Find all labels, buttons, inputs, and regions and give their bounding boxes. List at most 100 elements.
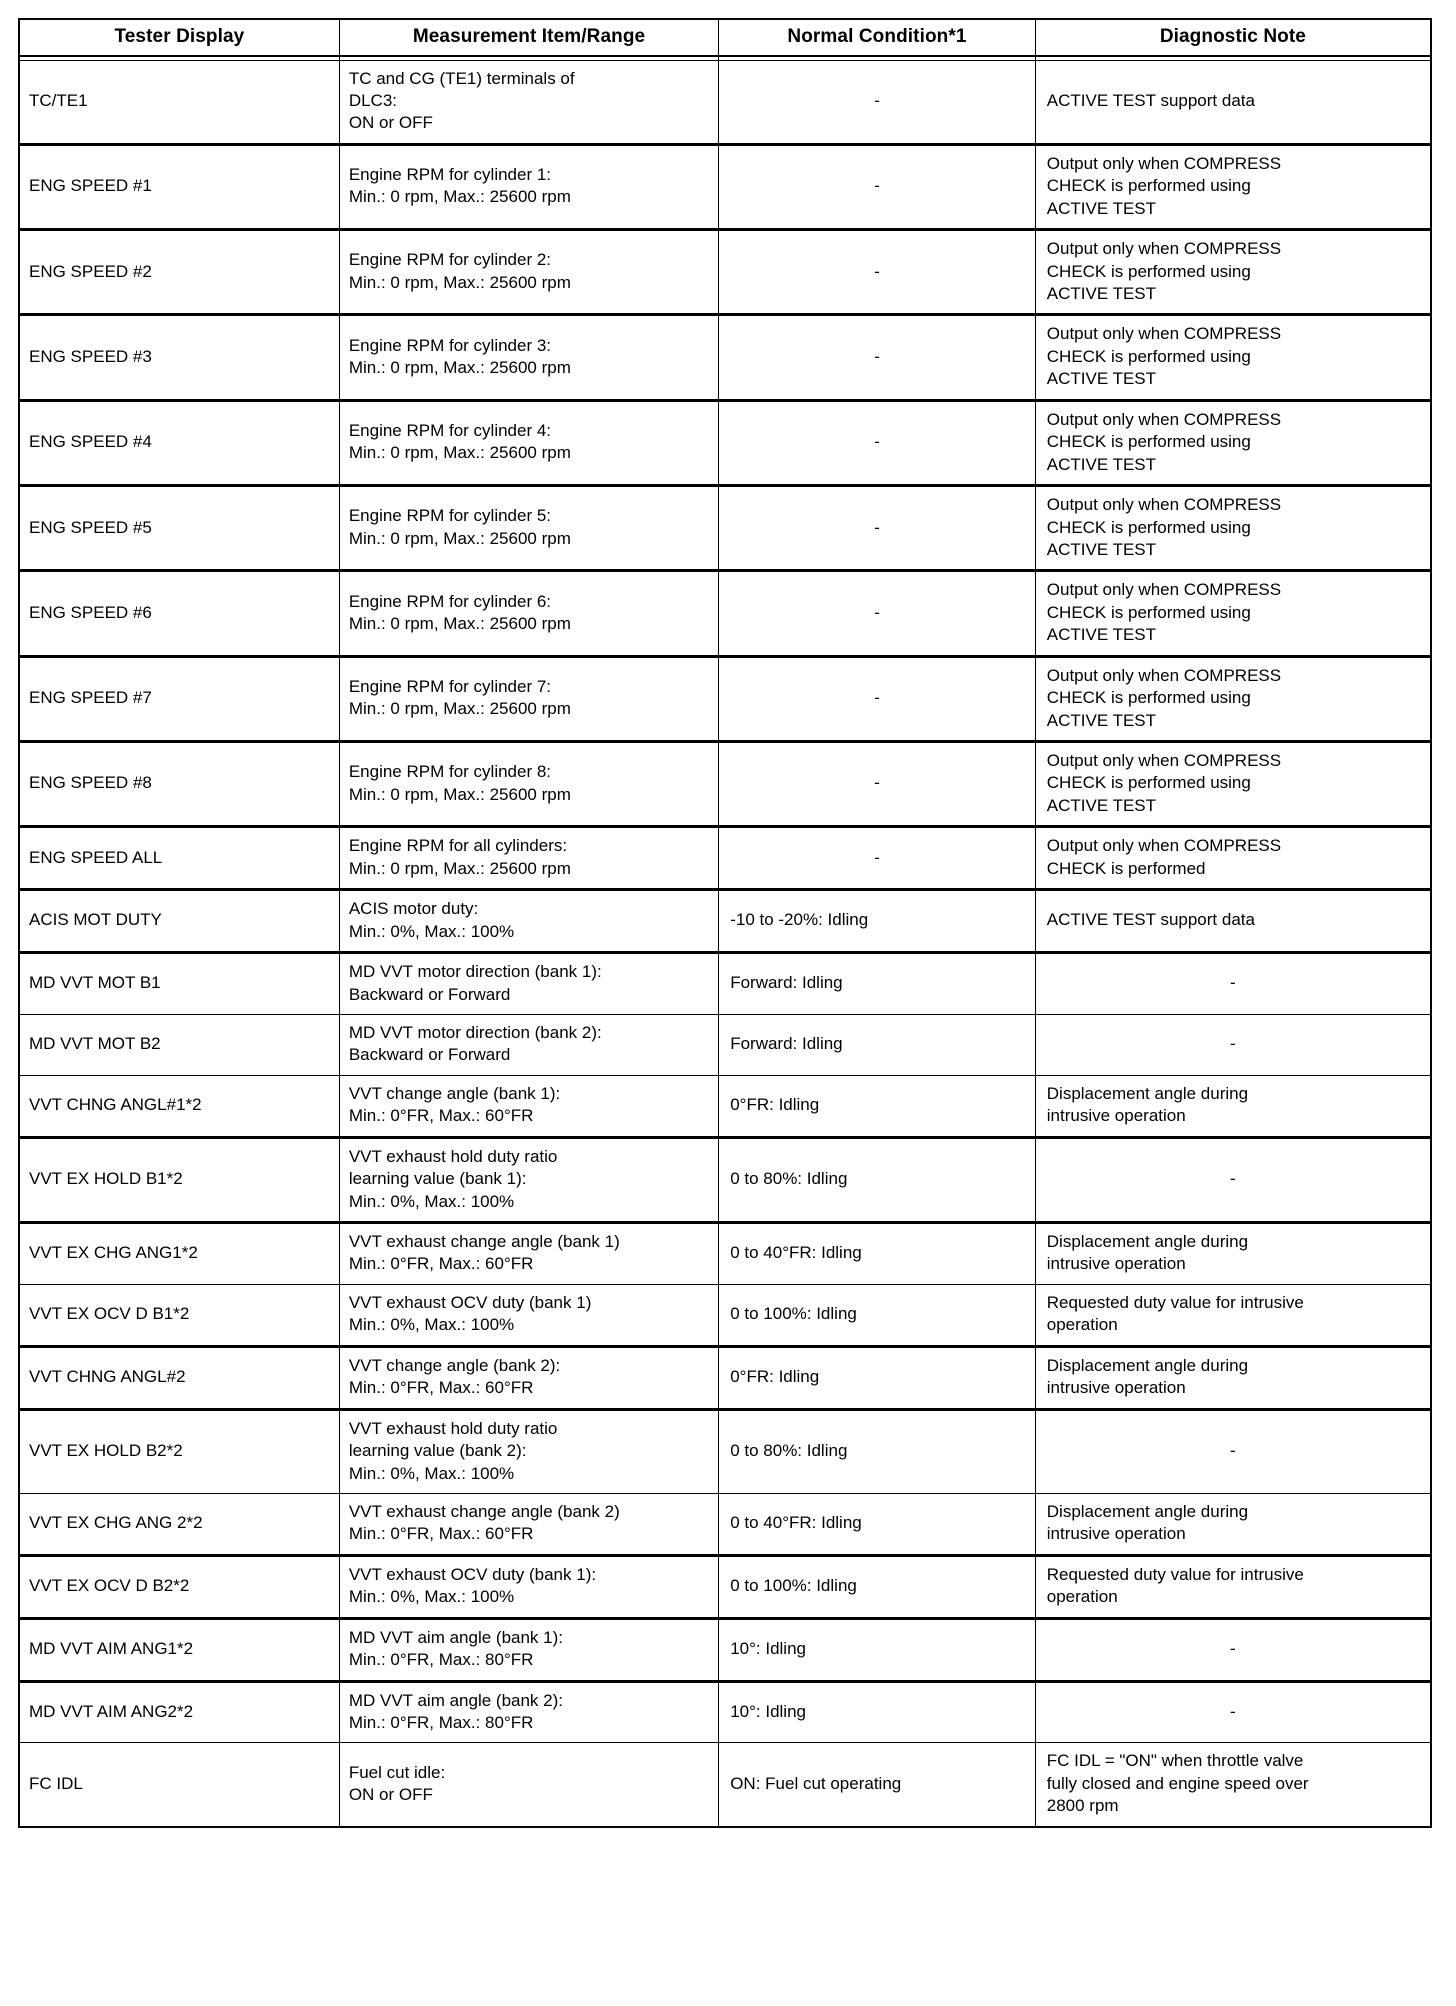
cell-tester-display: ENG SPEED ALL <box>18 825 340 890</box>
cell-tester-display: VVT EX OCV D B1*2 <box>18 1283 340 1347</box>
table-row: MD VVT AIM ANG1*2 MD VVT aim angle (bank … <box>18 1616 1432 1682</box>
cell-normal-condition: 10°: Idling <box>718 1616 1036 1682</box>
cell-diagnostic-note-line: CHECK is performed using <box>1046 688 1251 708</box>
tester-display-value: VVT CHNG ANGL#1*2 <box>29 1095 202 1115</box>
cell-diagnostic-note: - <box>1034 1135 1432 1223</box>
cell-normal-condition: 0 to 80%: Idling <box>718 1407 1036 1494</box>
cell-diagnostic-note: Displacement angle during intrusive opera… <box>1034 1074 1432 1138</box>
cell-diagnostic-note-line: operation <box>1046 1587 1118 1607</box>
cell-diagnostic-note-line: fully closed and engine speed over <box>1046 1773 1309 1793</box>
cell-measurement-item-range-line: VVT exhaust hold duty ratio <box>348 1146 558 1166</box>
cell-diagnostic-note-line: Displacement angle during <box>1046 1501 1249 1521</box>
cell-measurement-item-range-line: Min.: 0%, Max.: 100% <box>348 1315 515 1335</box>
tester-display-value: VVT EX HOLD B2*2 <box>29 1441 183 1461</box>
table-row: MD VVT AIM ANG2*2 MD VVT aim angle (bank … <box>18 1679 1432 1743</box>
cell-measurement-item-range: MD VVT aim angle (bank 2): Min.: 0°FR, Ma… <box>338 1679 720 1743</box>
cell-diagnostic-note-line: Displacement angle during <box>1046 1355 1249 1375</box>
cell-diagnostic-note-line: intrusive operation <box>1046 1254 1186 1274</box>
table-body: TC/TE1 TC and CG (TE1) terminals of DLC3: O… <box>18 60 1432 1827</box>
tester-display-value: VVT EX OCV D B2*2 <box>29 1576 190 1596</box>
table-row: MD VVT MOT B1 MD VVT motor direction (ban… <box>18 951 1432 1015</box>
cell-normal-condition: 0°FR: Idling <box>718 1344 1036 1410</box>
cell-normal-condition: - <box>718 825 1036 890</box>
cell-measurement-item-range-line: Min.: 0 rpm, Max.: 25600 rpm <box>348 699 571 719</box>
cell-measurement-item-range-line: VVT change angle (bank 1): <box>348 1083 561 1103</box>
tester-display-value: TC/TE1 <box>29 90 88 110</box>
cell-measurement-item-range: MD VVT motor direction (bank 1): Backward… <box>338 951 720 1015</box>
cell-diagnostic-note: Output only when COMPRESS CHECK is perfor… <box>1034 569 1432 657</box>
cell-measurement-item-range-line: ON or OFF <box>348 113 433 133</box>
cell-measurement-item-range: Engine RPM for cylinder 3: Min.: 0 rpm, M… <box>338 313 720 401</box>
cell-diagnostic-note: Output only when COMPRESS CHECK is perfor… <box>1034 484 1432 571</box>
cell-normal-condition-line: 0 to 100%: Idling <box>730 1304 857 1324</box>
cell-measurement-item-range-line: MD VVT aim angle (bank 2): <box>348 1690 563 1710</box>
cell-diagnostic-note-line: ACTIVE TEST <box>1046 625 1157 645</box>
cell-measurement-item-range: VVT exhaust hold duty ratio learning valu… <box>338 1407 720 1494</box>
tester-display-value: ENG SPEED #2 <box>29 261 152 281</box>
cell-diagnostic-note: Displacement angle during intrusive opera… <box>1034 1221 1432 1285</box>
table-row: ENG SPEED #3 Engine RPM for cylinder 3: Mi… <box>18 313 1432 401</box>
table-header: Tester Display Measurement Item/Range No… <box>18 18 1432 61</box>
cell-measurement-item-range-line: Engine RPM for cylinder 5: <box>348 506 552 526</box>
cell-tester-display: MD VVT MOT B1 <box>18 951 340 1015</box>
cell-normal-condition-line: 0 to 100%: Idling <box>730 1576 857 1596</box>
cell-tester-display: VVT EX HOLD B2*2 <box>18 1407 340 1494</box>
cell-diagnostic-note-line: Displacement angle during <box>1046 1083 1249 1103</box>
tester-display-value: ACIS MOT DUTY <box>29 910 162 930</box>
cell-diagnostic-note-line: CHECK is performed using <box>1046 602 1251 622</box>
cell-measurement-item-range: Engine RPM for cylinder 1: Min.: 0 rpm, M… <box>338 142 720 230</box>
cell-measurement-item-range-line: Min.: 0°FR, Max.: 60°FR <box>348 1254 534 1274</box>
cell-diagnostic-note: FC IDL = "ON" when throttle valve fully c… <box>1034 1742 1432 1827</box>
cell-normal-condition: -10 to -20%: Idling <box>718 888 1036 953</box>
cell-diagnostic-note-line: CHECK is performed using <box>1046 346 1251 366</box>
table-row: FC IDL Fuel cut idle: ON or OFF ON: Fuel cu… <box>18 1742 1432 1827</box>
cell-normal-condition: 0 to 40°FR: Idling <box>718 1492 1036 1556</box>
cell-measurement-item-range: Engine RPM for cylinder 6: Min.: 0 rpm, M… <box>338 569 720 657</box>
table-row: ENG SPEED #2 Engine RPM for cylinder 2: Mi… <box>18 228 1432 315</box>
cell-diagnostic-note-line: Output only when COMPRESS <box>1046 580 1282 600</box>
tester-display-value: VVT EX CHG ANG1*2 <box>29 1243 198 1263</box>
cell-normal-condition: 0 to 40°FR: Idling <box>718 1221 1036 1285</box>
cell-diagnostic-note-line: Output only when COMPRESS <box>1046 239 1282 259</box>
cell-measurement-item-range: ACIS motor duty: Min.: 0%, Max.: 100% <box>338 888 720 953</box>
cell-diagnostic-note-line: Requested duty value for intrusive <box>1046 1564 1304 1584</box>
cell-diagnostic-note-line: - <box>1230 973 1236 993</box>
cell-diagnostic-note: Output only when COMPRESS CHECK is perfor… <box>1034 825 1432 890</box>
cell-normal-condition: - <box>718 228 1036 315</box>
cell-diagnostic-note: - <box>1034 951 1432 1015</box>
cell-diagnostic-note-line: - <box>1230 1169 1236 1189</box>
cell-diagnostic-note-line: ACTIVE TEST <box>1046 454 1157 474</box>
cell-measurement-item-range-line: Min.: 0%, Max.: 100% <box>348 1191 515 1211</box>
cell-measurement-item-range-line: Min.: 0 rpm, Max.: 25600 rpm <box>348 358 571 378</box>
cell-diagnostic-note-line: intrusive operation <box>1046 1524 1186 1544</box>
cell-diagnostic-note: ACTIVE TEST support data <box>1034 60 1432 145</box>
cell-measurement-item-range-line: TC and CG (TE1) terminals of <box>348 68 575 88</box>
cell-normal-condition: - <box>718 654 1036 742</box>
cell-diagnostic-note-line: Output only when COMPRESS <box>1046 495 1282 515</box>
column-header-measurement-item-range: Measurement Item/Range <box>338 18 720 56</box>
cell-normal-condition-line: - <box>874 432 880 452</box>
cell-normal-condition: 0 to 100%: Idling <box>718 1553 1036 1619</box>
cell-measurement-item-range-line: VVT exhaust change angle (bank 1) <box>348 1232 620 1251</box>
table-row: MD VVT MOT B2 MD VVT motor direction (ban… <box>18 1013 1432 1076</box>
cell-normal-condition-line: - <box>874 517 880 537</box>
table-row: ACIS MOT DUTY ACIS motor duty: Min.: 0%, M… <box>18 888 1432 953</box>
cell-normal-condition: - <box>718 739 1036 827</box>
cell-measurement-item-range: Engine RPM for cylinder 8: Min.: 0 rpm, M… <box>338 739 720 827</box>
cell-measurement-item-range-line: Engine RPM for cylinder 2: <box>348 250 552 270</box>
cell-diagnostic-note-line: CHECK is performed using <box>1046 261 1251 281</box>
cell-diagnostic-note: Output only when COMPRESS CHECK is perfor… <box>1034 654 1432 742</box>
cell-diagnostic-note-line: Output only when COMPRESS <box>1046 665 1282 685</box>
table-row: ENG SPEED #8 Engine RPM for cylinder 8: Mi… <box>18 739 1432 827</box>
cell-tester-display: ENG SPEED #8 <box>18 739 340 827</box>
cell-measurement-item-range-line: Min.: 0 rpm, Max.: 25600 rpm <box>348 528 571 548</box>
cell-measurement-item-range-line: MD VVT aim angle (bank 1): <box>348 1627 563 1647</box>
cell-diagnostic-note-line: FC IDL = "ON" when throttle valve <box>1046 1751 1304 1771</box>
table-row: VVT EX OCV D B2*2 VVT exhaust OCV duty (b… <box>18 1553 1432 1619</box>
cell-measurement-item-range-line: Min.: 0°FR, Max.: 60°FR <box>348 1524 534 1544</box>
cell-measurement-item-range-line: Engine RPM for cylinder 6: <box>348 591 552 611</box>
diagnostic-data-table: Tester Display Measurement Item/Range No… <box>18 18 1432 1828</box>
cell-diagnostic-note-line: - <box>1230 1034 1236 1054</box>
tester-display-value: FC IDL <box>29 1773 83 1793</box>
